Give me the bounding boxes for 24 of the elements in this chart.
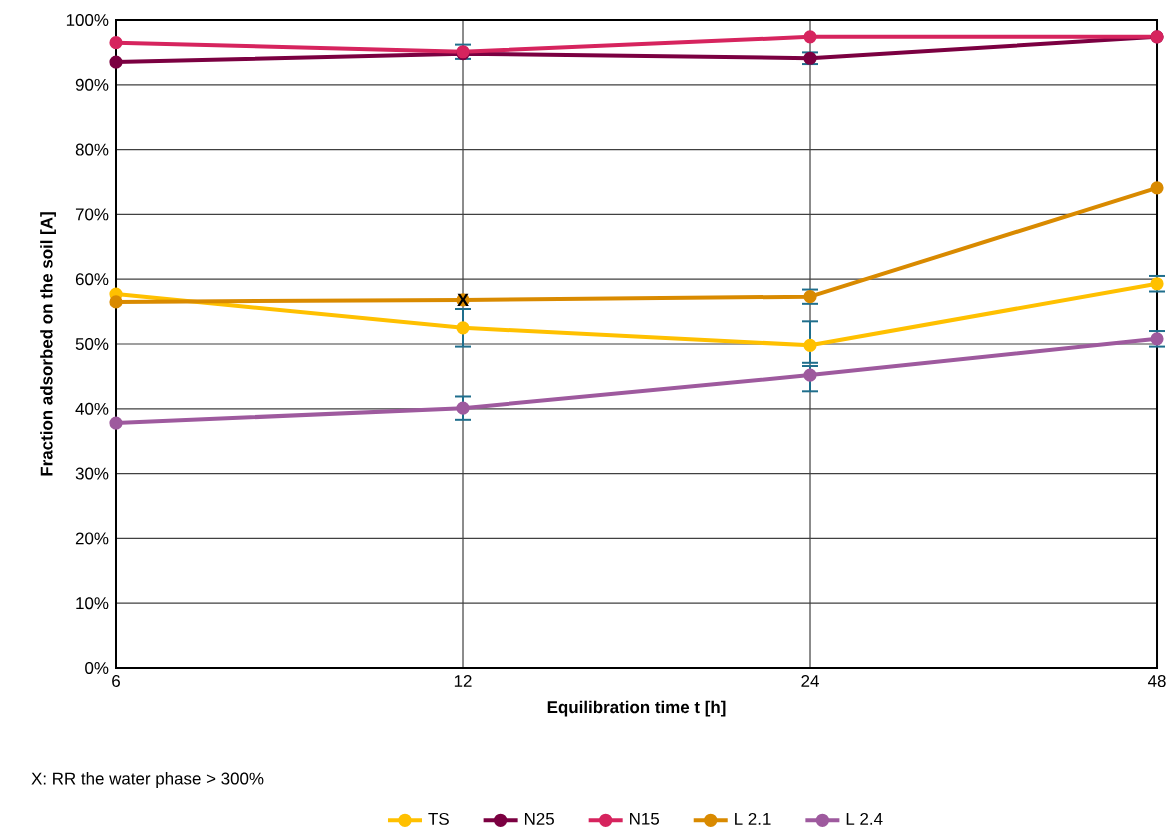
legend-label: L 2.4 [846,812,883,825]
legend-label: L 2.1 [735,812,771,825]
y-tick-label: 100% [66,14,109,26]
y-tick-label: 80% [75,143,109,156]
x-tick-label: 6 [112,675,120,688]
y-tick-label: 0% [85,662,109,674]
x-tick-label: 12 [454,675,472,687]
annotation: X [457,293,469,307]
y-axis-title: Fraction adsorbed on the soil [A] [40,212,56,476]
x-tick-label: 24 [801,675,819,687]
text: X: RR the water phase > 300% [31,772,264,788]
y-tick-label: 40% [75,402,109,415]
legend-label: N15 [630,812,660,825]
x-tick-label: 48 [1147,675,1166,688]
y-tick-label: 30% [75,467,109,480]
y-tick-label: 70% [75,208,109,221]
y-tick-label: 90% [75,78,109,91]
legend-label: N25 [524,812,554,825]
y-tick-label: 50% [75,338,109,350]
y-tick-label: 10% [76,597,109,610]
y-tick-label: 60% [75,273,109,286]
y-tick-label: 20% [75,532,109,545]
x-axis-title: Equilibration time t [h] [547,700,726,717]
legend-label: TS [428,812,449,825]
